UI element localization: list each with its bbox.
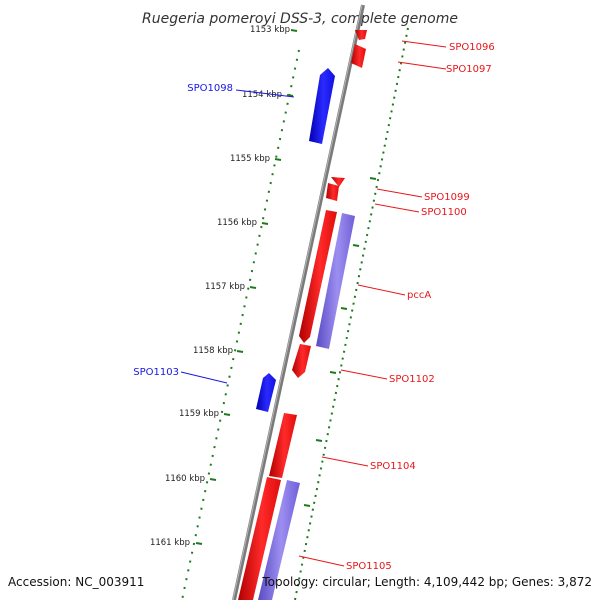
- gene-label-pccA[interactable]: pccA: [407, 290, 431, 301]
- gene-SPO1097-arrow[interactable]: [351, 44, 366, 68]
- gene-label-SPO1096[interactable]: SPO1096: [449, 42, 495, 53]
- genome-backbone: [232, 4, 365, 600]
- features-forward: [238, 30, 367, 600]
- tick-label: 1160 kbp: [165, 474, 205, 484]
- gene-label-SPO1099[interactable]: SPO1099: [424, 192, 470, 203]
- gene-SPO1102-arrow[interactable]: [292, 344, 311, 378]
- gene-SPO1105-arrow[interactable]: [238, 477, 281, 600]
- tick-label: 1157 kbp: [205, 282, 245, 292]
- gene-label-SPO1104[interactable]: SPO1104: [370, 461, 416, 472]
- tick-marks: [195, 29, 377, 545]
- gene-label-SPO1098[interactable]: SPO1098: [187, 83, 233, 94]
- gene-pccA-rna-bar: [316, 213, 355, 349]
- gene-SPO1100-arrow[interactable]: [326, 183, 339, 201]
- gene-SPO1096-arrow[interactable]: [355, 30, 367, 40]
- tick-track-inner: [181, 49, 300, 600]
- genome-stats-text: Topology: circular; Length: 4,109,442 bp…: [261, 575, 592, 589]
- gene-SPO1098-arrow[interactable]: [309, 68, 335, 144]
- gene-label-SPO1102[interactable]: SPO1102: [389, 374, 435, 385]
- gene-label-SPO1105[interactable]: SPO1105: [346, 561, 392, 572]
- tick-label: 1156 kbp: [217, 218, 257, 228]
- accession-text: Accession: NC_003911: [8, 575, 144, 589]
- gene-SPO1104-arrow[interactable]: [269, 413, 297, 478]
- features-rna: [258, 213, 355, 600]
- tick-label: 1154 kbp: [242, 90, 282, 100]
- features-reverse: [256, 68, 335, 412]
- tick-label: 1159 kbp: [179, 409, 219, 419]
- tick-label: 1155 kbp: [230, 154, 270, 164]
- map-title: Ruegeria pomeroyi DSS-3, complete genome: [142, 11, 458, 27]
- tick-label: 1158 kbp: [193, 346, 233, 356]
- gene-SPO1105-rna-bar: [258, 480, 300, 600]
- gene-SPO1103-arrow[interactable]: [256, 373, 276, 412]
- gene-label-SPO1100[interactable]: SPO1100: [421, 207, 467, 218]
- tick-label: 1153 kbp: [250, 25, 290, 35]
- tick-label: 1161 kbp: [150, 538, 190, 548]
- gene-label-SPO1103[interactable]: SPO1103: [133, 367, 179, 378]
- gene-label-SPO1097[interactable]: SPO1097: [446, 64, 492, 75]
- gene-pccA-arrow[interactable]: [299, 210, 337, 343]
- gene-SPO1099-arrow[interactable]: [331, 177, 345, 187]
- label-leaders: [180, 40, 447, 567]
